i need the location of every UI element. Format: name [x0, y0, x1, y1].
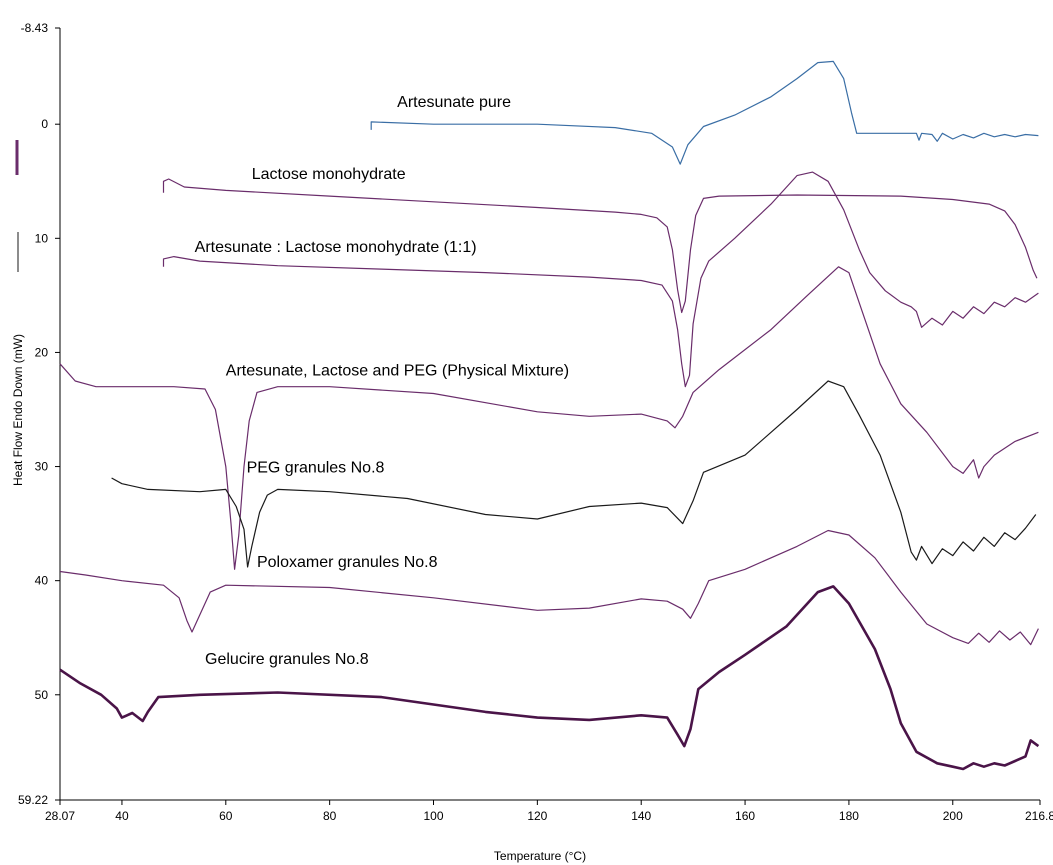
series-line	[370, 60, 1039, 165]
y-tick-label: 50	[35, 688, 49, 702]
y-tick-label: 0	[41, 117, 48, 131]
x-tick-label: 60	[219, 809, 233, 823]
x-tick-label: 180	[839, 809, 859, 823]
x-tick-label: 200	[943, 809, 963, 823]
x-axis: 28.07 40 60 80 100 120 140 160 180 200 216.8	[45, 799, 1053, 823]
y-tick-label: -8.43	[21, 21, 49, 35]
series-label: Gelucire granules No.8	[205, 651, 369, 668]
y-tick-label: 20	[35, 345, 49, 359]
x-tick-label: 40	[115, 809, 129, 823]
series-layer	[59, 60, 1040, 771]
series-label: PEG granules No.8	[247, 459, 385, 476]
y-tick-label: 59.22	[18, 793, 48, 807]
series-label: Poloxamer granules No.8	[257, 554, 438, 571]
x-tick-label: 160	[735, 809, 755, 823]
x-tick-label: 140	[631, 809, 651, 823]
series-label: Artesunate : Lactose monohydrate (1:1)	[195, 239, 477, 256]
y-tick-label: 30	[35, 460, 49, 474]
series-line	[162, 178, 1038, 314]
series-line	[59, 585, 1040, 771]
series-label-layer: Artesunate pure Lactose monohydrate Artesu…	[195, 94, 569, 668]
y-axis-legend-marks	[15, 140, 19, 272]
x-tick-label: 28.07	[45, 809, 75, 823]
y-tick-label: 40	[35, 574, 49, 588]
x-tick-label: 120	[527, 809, 547, 823]
series-line	[59, 529, 1039, 646]
series-line	[162, 171, 1039, 388]
x-tick-label: 100	[423, 809, 443, 823]
y-axis: -8.43 0 10 20 30 40 50 59.22	[18, 21, 61, 807]
x-tick-label: 80	[323, 809, 337, 823]
series-line	[59, 266, 1039, 570]
series-label: Lactose monohydrate	[252, 166, 406, 183]
x-tick-label: 216.8	[1025, 809, 1053, 823]
series-label: Artesunate, Lactose and PEG (Physical Mi…	[226, 362, 569, 379]
y-tick-label: 10	[35, 231, 49, 245]
y-axis-title: Heat Flow Endo Down (mW)	[11, 334, 25, 486]
x-axis-title: Temperature (°C)	[494, 849, 586, 863]
series-line	[111, 380, 1037, 568]
series-label: Artesunate pure	[397, 94, 511, 111]
